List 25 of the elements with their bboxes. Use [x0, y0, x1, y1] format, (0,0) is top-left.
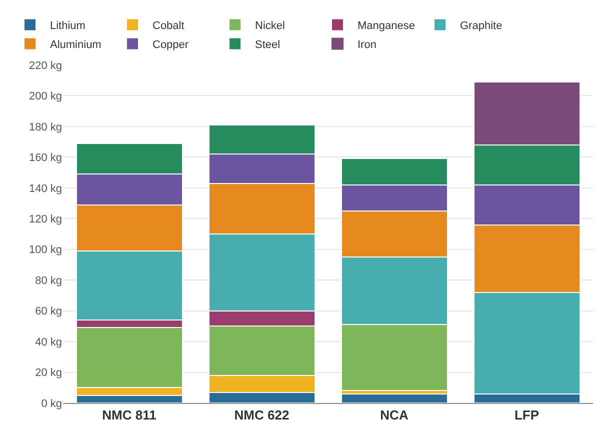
- y-tick-label: 20 kg: [35, 367, 62, 380]
- legend-label: Copper: [152, 39, 189, 52]
- x-tick-label: NMC 622: [234, 408, 290, 423]
- legend-label: Cobalt: [152, 20, 184, 32]
- y-tick-label: 80 kg: [35, 274, 62, 287]
- y-tick-label: 220 kg: [28, 60, 62, 72]
- x-tick-label: NCA: [380, 408, 409, 423]
- legend-label: Lithium: [50, 20, 86, 32]
- y-tick-label: 120 kg: [28, 213, 62, 226]
- legend-label: Graphite: [460, 20, 502, 32]
- y-tick-label: 200 kg: [28, 90, 62, 103]
- legend-label: Aluminium: [50, 39, 102, 52]
- x-tick-label: LFP: [514, 408, 540, 423]
- y-tick-label: 160 kg: [28, 152, 62, 164]
- legend-label: Manganese: [358, 20, 415, 32]
- legend-label: Nickel: [255, 20, 285, 32]
- y-tick-label: 60 kg: [35, 306, 62, 318]
- y-tick-label: 180 kg: [28, 121, 62, 134]
- y-tick-label: 140 kg: [28, 182, 62, 195]
- y-tick-label: 100 kg: [28, 244, 62, 256]
- legend-label: Iron: [358, 39, 376, 52]
- y-tick-label: 40 kg: [35, 336, 62, 348]
- legend-label: Steel: [255, 39, 280, 52]
- y-tick-label: 0 kg: [41, 398, 62, 410]
- x-tick-label: NMC 811: [102, 408, 156, 423]
